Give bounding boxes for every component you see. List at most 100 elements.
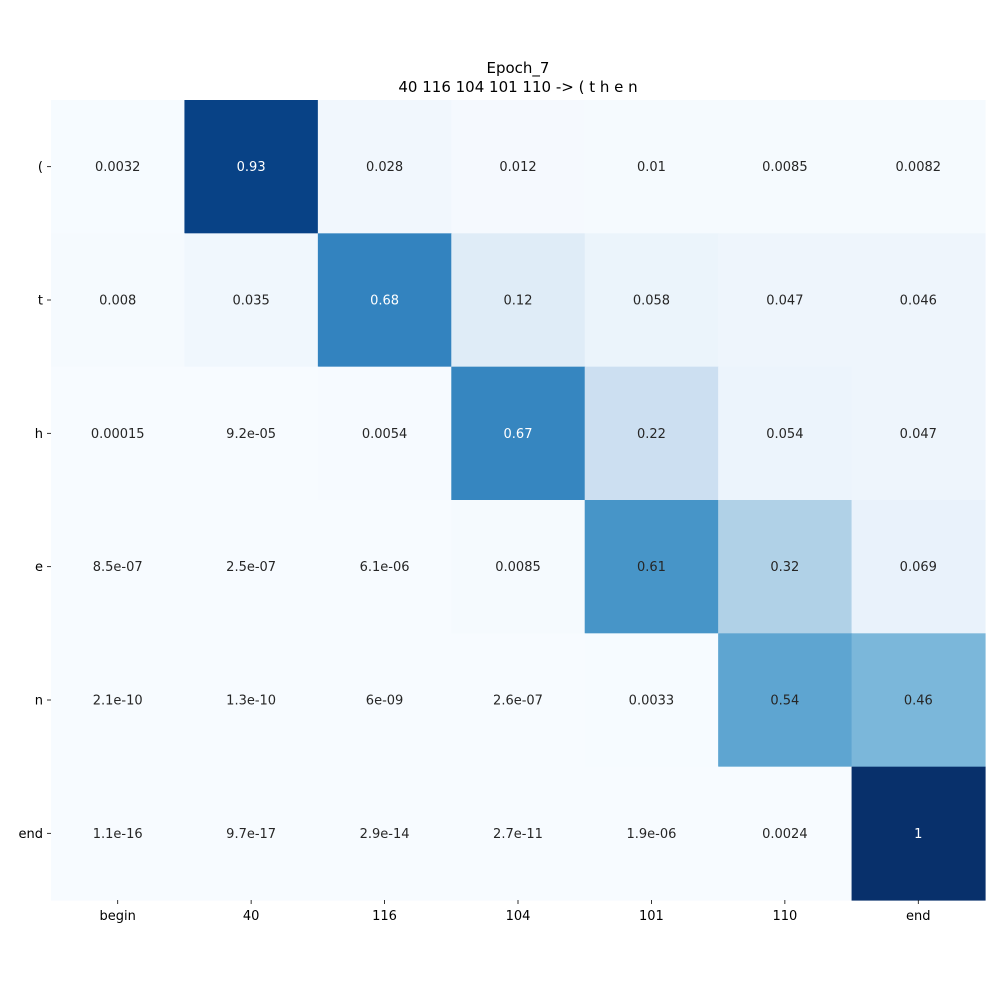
y-axis: ( t h e n end: [19, 160, 51, 842]
heatmap-cell-r1-c5: [718, 233, 853, 368]
heatmap-cell-r3-c4: [584, 500, 719, 634]
heatmap-cell-label-r5-c1: 9.7e-17: [226, 827, 276, 842]
heatmap-cell-r3-c2: [317, 500, 452, 634]
y-tick-label-1: t: [38, 294, 43, 309]
heatmap-cell-r1-c4: [584, 233, 719, 368]
heatmap-cell-label-r2-c2: 0.0054: [362, 427, 408, 442]
heatmap-cell-r3-c3: [451, 500, 586, 634]
heatmap-cell-label-r1-c4: 0.058: [633, 294, 670, 309]
heatmap-cell-r0-c5: [718, 100, 853, 234]
heatmap-cell-label-r1-c1: 0.035: [233, 294, 270, 309]
heatmap-cell-r4-c1: [184, 633, 319, 768]
x-tick-label-5: 110: [772, 909, 797, 924]
heatmap-cell-r2-c6: [851, 366, 986, 501]
heatmap-cell-r0-c2: [317, 100, 452, 234]
heatmap-cell-label-r0-c0: 0.0032: [95, 160, 141, 175]
heatmap-cell-r0-c0: [51, 100, 186, 234]
heatmap-cell-r5-c0: [51, 766, 186, 901]
heatmap-cell-r2-c4: [584, 366, 719, 501]
heatmap-cell-r5-c3: [451, 766, 586, 901]
heatmap-cell-label-r0-c1: 0.93: [237, 160, 266, 175]
x-tick-label-1: 40: [243, 909, 260, 924]
heatmap-cell-r4-c0: [51, 633, 186, 768]
heatmap-cell-label-r3-c6: 0.069: [900, 560, 937, 575]
heatmap-cell-label-r0-c4: 0.01: [637, 160, 666, 175]
heatmap-cell-label-r3-c3: 0.0085: [495, 560, 541, 575]
heatmap-cell-r3-c1: [184, 500, 319, 634]
heatmap-cell-label-r3-c0: 8.5e-07: [93, 560, 143, 575]
heatmap-cell-label-r5-c5: 0.0024: [762, 827, 808, 842]
x-tick-label-4: 101: [639, 909, 664, 924]
heatmap-cell-label-r3-c2: 6.1e-06: [360, 560, 410, 575]
heatmap-cell-r2-c0: [51, 366, 186, 501]
heatmap-cell-r4-c6: [851, 633, 986, 768]
heatmap-cell-label-r0-c3: 0.012: [499, 160, 536, 175]
heatmap-cell-label-r1-c2: 0.68: [370, 294, 399, 309]
chart-title: Epoch_7 40 116 104 101 110 -> ( t h e n: [398, 59, 637, 96]
y-tick-label-2: h: [35, 427, 43, 442]
x-tick-label-0: begin: [100, 909, 136, 924]
heatmap-cell-r2-c2: [317, 366, 452, 501]
heatmap-cell-label-r4-c3: 2.6e-07: [493, 694, 543, 709]
heatmap-cell-label-r1-c0: 0.008: [99, 294, 136, 309]
heatmap-cell-r2-c1: [184, 366, 319, 501]
heatmap-cell-label-r5-c2: 2.9e-14: [360, 827, 410, 842]
heatmap-cell-r4-c2: [317, 633, 452, 768]
heatmap-cell-label-r4-c2: 6e-09: [366, 694, 404, 709]
heatmap-cell-r1-c6: [851, 233, 986, 368]
chart-title-line-1: Epoch_7: [487, 59, 550, 78]
y-tick-label-5: end: [19, 827, 44, 842]
heatmap-cell-r0-c6: [851, 100, 986, 234]
heatmap-cell-r4-c3: [451, 633, 586, 768]
heatmap-cell-r3-c5: [718, 500, 853, 634]
heatmap-cell-r5-c5: [718, 766, 853, 901]
heatmap-cell-label-r2-c5: 0.054: [766, 427, 803, 442]
heatmap-cell-label-r2-c4: 0.22: [637, 427, 666, 442]
heatmap-cell-label-r1-c5: 0.047: [766, 294, 803, 309]
y-tick-label-3: e: [35, 560, 43, 575]
heatmap-cell-label-r0-c2: 0.028: [366, 160, 403, 175]
x-axis: begin 40 116 104 101 110 end: [100, 900, 931, 924]
heatmap-cell-r5-c4: [584, 766, 719, 901]
heatmap-cell-label-r4-c5: 0.54: [770, 694, 799, 709]
heatmap-cell-label-r2-c1: 9.2e-05: [226, 427, 276, 442]
heatmap-cell-label-r4-c1: 1.3e-10: [226, 694, 276, 709]
heatmap-cell-label-r0-c6: 0.0082: [896, 160, 942, 175]
heatmap-cell-label-r4-c0: 2.1e-10: [93, 694, 143, 709]
heatmap-cell-label-r3-c4: 0.61: [637, 560, 666, 575]
x-tick-label-2: 116: [372, 909, 397, 924]
heatmap-cell-label-r2-c3: 0.67: [504, 427, 533, 442]
heatmap-cell-r0-c1: [184, 100, 319, 234]
heatmap-cell-r1-c3: [451, 233, 586, 368]
heatmap-cell-r5-c6: [851, 766, 986, 901]
x-tick-label-3: 104: [506, 909, 531, 924]
heatmap-cell-label-r3-c5: 0.32: [770, 560, 799, 575]
heatmap-cell-r1-c1: [184, 233, 319, 368]
heatmap-cell-r5-c1: [184, 766, 319, 901]
heatmap-cell-label-r3-c1: 2.5e-07: [226, 560, 276, 575]
heatmap-cell-r3-c0: [51, 500, 186, 634]
y-tick-label-0: (: [38, 160, 43, 175]
heatmap-cell-r5-c2: [317, 766, 452, 901]
heatmap-cell-label-r5-c4: 1.9e-06: [626, 827, 676, 842]
heatmap-cell-labels: 0.0032 0.93 0.028 0.012 0.01 0.0085 0.0082 0.00…: [91, 160, 941, 842]
heatmap-cell-r0-c4: [584, 100, 719, 234]
x-tick-label-6: end: [906, 909, 931, 924]
heatmap-cell-r2-c5: [718, 366, 853, 501]
heatmap-cell-r1-c0: [51, 233, 186, 368]
heatmap-cell-label-r2-c0: 0.00015: [91, 427, 145, 442]
heatmap-cells: [51, 100, 986, 901]
heatmap-cell-r3-c6: [851, 500, 986, 634]
y-tick-label-4: n: [35, 694, 43, 709]
heatmap-cell-label-r4-c4: 0.0033: [629, 694, 675, 709]
heatmap-cell-label-r5-c3: 2.7e-11: [493, 827, 543, 842]
heatmap-cell-label-r2-c6: 0.047: [900, 427, 937, 442]
heatmap-cell-r2-c3: [451, 366, 586, 501]
heatmap-cell-r4-c4: [584, 633, 719, 768]
heatmap-cell-r1-c2: [317, 233, 452, 368]
heatmap-cell-r4-c5: [718, 633, 853, 768]
chart-title-line-2: 40 116 104 101 110 -> ( t h e n: [398, 78, 637, 96]
heatmap-cell-r0-c3: [451, 100, 586, 234]
heatmap-cell-label-r4-c6: 0.46: [904, 694, 933, 709]
